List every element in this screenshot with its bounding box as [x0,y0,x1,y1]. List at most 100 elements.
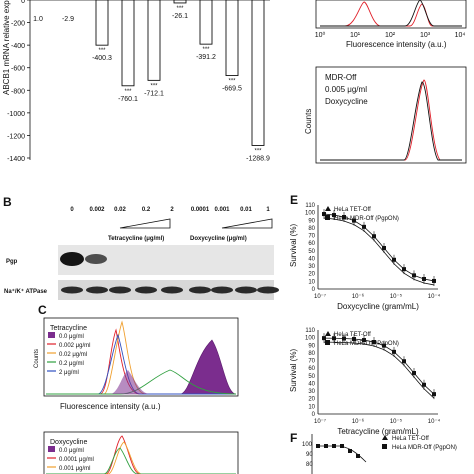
panel-a-ytick-label: -1000 [7,111,25,118]
legend-swatch [48,446,55,452]
legend-entry: 0.0001 μg/ml [59,457,94,463]
legend-entry: 0.0 μg/ml [59,334,84,340]
panel-a-bar-value: -391.2 [196,54,216,61]
panel-f-points [316,444,360,458]
f-legend-entry: HeLa TET-Off [392,436,429,442]
e-ytick-label: 40 [308,381,315,387]
pgp-band-1 [60,252,84,266]
panel-b-concentrations: 0 0.002 0.02 0.2 2 0.0001 0.001 0.01 1 [70,207,270,213]
e-point [402,359,406,364]
panel-a-bar-stars: *** [254,148,262,154]
panel-a-bar-value: -2.9 [62,16,74,23]
e-ytick-label: 80 [308,226,315,232]
e-point [422,382,426,387]
panel-a-ytick-label: -400 [11,43,25,50]
e-legend-entry: HeLa TET-Off [334,332,371,338]
legend-entry: 2 μg/ml [59,370,79,376]
e-xtick-label: 10⁻⁶ [352,293,365,300]
e-ytick-label: 110 [305,203,315,209]
panel-a: ABCB1 mRNA relative expression 0 -200 -400… [2,0,270,163]
e-ytick-label: 40 [308,256,315,262]
panel-a-ytick-label: -1400 [7,156,25,163]
e-point [352,337,356,342]
atpase-band [257,286,279,294]
panel-f-ytick-100: 100 [302,442,313,448]
legend-entry: 0.2 μg/ml [59,361,84,367]
f-legend-marker [382,435,388,440]
e-ylabel: Survival (%) [289,224,298,267]
e-xtick-label: 10⁻⁷ [314,293,326,300]
panel-f-legend: HeLa TET-Off HeLa MDR-Off (PgpON) [382,435,457,451]
atpase-band [211,286,233,294]
c-purple-histogram [46,339,237,395]
e-ytick-label: 50 [308,374,315,380]
e-point [392,257,396,262]
e-ytick-label: 10 [308,279,315,285]
e-xtick-label: 10⁻⁵ [390,293,403,300]
panel-a-bar-stars: *** [150,83,158,89]
e-point [432,392,436,397]
panel-f-letter: F [290,431,297,445]
panel-c-xlabel: Fluorescence intensity (a.u.) [60,402,161,411]
panel-c2-legend: 0.0 μg/ml 0.0001 μg/ml 0.001 μg/ml [47,446,94,472]
panel-a-bar [95,0,109,46]
e-point [372,234,376,239]
c2-orange-curve [46,441,236,474]
panel-mdr: MDR-Off 0.005 μg/ml Doxycycline Counts [304,66,467,164]
top-right-xlabel: Fluorescence intensity (a.u.) [346,40,447,49]
e-ytick-label: 60 [308,366,315,372]
e-legend-marker [325,331,331,336]
e-legend-marker [325,215,330,220]
atpase-band [135,286,157,294]
top-right-xticks: 10⁰ 10¹ 10² 10³ 10⁴ [315,31,466,39]
panel-c: C Tetracycline Counts 0.0 μg/ml 0.002 μg/… [34,303,239,474]
blot-concentration-label: 0.0001 [191,207,210,213]
e-point [382,246,386,250]
e-ytick-label: 80 [308,351,315,357]
e-curve-1 [323,213,435,282]
e-point [372,340,376,345]
mdr-red-curve [320,79,462,161]
atpase-band [61,286,83,294]
e-ytick-label: 0 [312,412,316,418]
e-xtick-label: 10⁻⁴ [428,293,441,300]
atpase-band [235,286,257,294]
e-point [412,273,416,278]
e-legend-entry: HeLa MDR-Off (PgpON) [334,341,399,347]
mdr-line1: MDR-Off [325,73,357,82]
e-legend-entry: HeLa TET-Off [334,207,371,213]
panel-a-ytick-label: 0 [21,0,25,5]
e-point [322,336,326,341]
f-point [348,449,352,453]
e-ytick-label: 20 [308,397,315,403]
x-tick-label: 10³ [420,32,431,39]
e-point [322,212,326,217]
panel-c-title: Tetracycline [50,325,87,332]
panel-a-bar-stars: *** [124,89,132,95]
panel-a-bar-value: 1.0 [33,16,43,23]
f-point [316,444,320,448]
panel-a-yticks: 0 -200 -400 -600 -800 -1000 -1200 -1400 [7,0,30,163]
e-point [402,267,406,272]
panel-a-bar-value: -1288.9 [246,155,270,162]
e-ytick-label: 0 [312,287,316,293]
panel-a-bar [121,0,135,87]
e-xlabel: Doxycycline (gram/mL) [337,302,419,311]
panel-b-letter: B [3,195,12,209]
x-tick-label: 10⁰ [315,31,326,39]
blot-row2-label: Na⁺/K⁺ ATPase [4,288,48,295]
f-point [356,454,360,458]
e-ytick-label: 20 [308,272,315,278]
e-point [352,218,356,223]
e-point [412,371,416,375]
e-ytick-label: 60 [308,241,315,247]
e-point [392,349,396,354]
mdr-line3: Doxycycline [325,97,368,106]
panel-a-bar [173,0,187,4]
e-point [422,276,426,281]
panel-a-ytick-label: -200 [11,21,25,28]
e-curve-2 [323,217,435,286]
